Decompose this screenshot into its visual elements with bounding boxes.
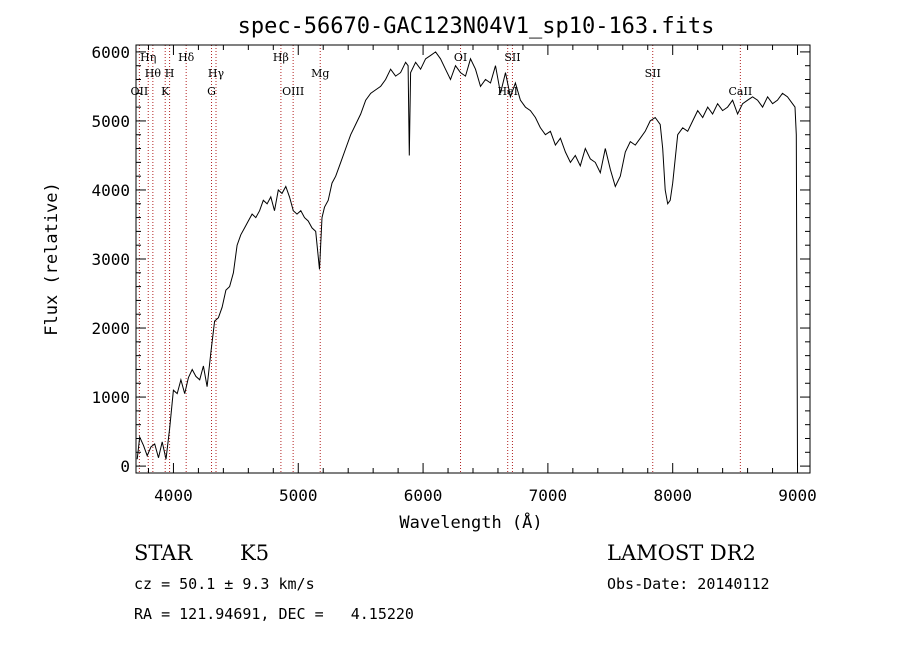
y-tick-label-0: 0 xyxy=(120,457,130,476)
line-label-2: Hθ xyxy=(145,67,162,80)
y-tick-label-5000: 5000 xyxy=(91,112,130,131)
x-axis-ticks: 4000 5000 6000 7000 8000 9000 xyxy=(147,45,817,505)
line-label-12: HeI xyxy=(497,85,517,98)
line-label-8: Hβ xyxy=(273,51,289,64)
x-axis-label: Wavelength (Å) xyxy=(399,511,542,533)
obs-date: Obs-Date: 20140112 xyxy=(607,575,770,593)
chart-title: spec-56670-GAC123N04V1_sp10-163.fits xyxy=(238,14,715,39)
coordinates: RA = 121.94691, DEC = 4.15220 xyxy=(134,605,414,623)
x-tick-label-4000: 4000 xyxy=(154,486,193,505)
y-tick-label-2000: 2000 xyxy=(91,319,130,338)
line-label-3: K xyxy=(161,85,170,98)
line-label-6: G xyxy=(207,85,216,98)
line-label-14: SII xyxy=(645,67,661,80)
line-label-13: SII xyxy=(504,51,520,64)
y-tick-label-3000: 3000 xyxy=(91,250,130,269)
object-subclass: K5 xyxy=(240,541,269,565)
y-tick-label-1000: 1000 xyxy=(91,388,130,407)
line-label-7: Hγ xyxy=(208,67,225,80)
line-label-10: Mg xyxy=(311,67,329,80)
line-label-0: OII xyxy=(131,85,149,98)
x-tick-label-9000: 9000 xyxy=(778,486,817,505)
flux-line-0 xyxy=(136,51,798,467)
x-tick-label-5000: 5000 xyxy=(279,486,318,505)
flux-series xyxy=(136,51,798,467)
x-tick-label-6000: 6000 xyxy=(404,486,443,505)
x-tick-label-8000: 8000 xyxy=(653,486,692,505)
y-tick-label-6000: 6000 xyxy=(91,43,130,62)
line-label-5: Hδ xyxy=(178,51,195,64)
y-tick-label-4000: 4000 xyxy=(91,181,130,200)
line-label-1: Hη xyxy=(140,51,156,64)
survey-name: LAMOST DR2 xyxy=(607,541,756,565)
x-tick-label-7000: 7000 xyxy=(529,486,568,505)
redshift-info: cz = 50.1 ± 9.3 km/s xyxy=(134,575,315,593)
object-class: STAR xyxy=(134,541,193,565)
line-label-9: OIII xyxy=(282,85,304,98)
line-label-11: OI xyxy=(454,51,467,64)
line-label-15: CaII xyxy=(729,85,753,98)
y-axis-ticks: 0 1000 2000 3000 4000 5000 6000 xyxy=(91,43,810,476)
line-label-4: H xyxy=(165,67,175,80)
y-axis-label: Flux (relative) xyxy=(42,182,62,336)
